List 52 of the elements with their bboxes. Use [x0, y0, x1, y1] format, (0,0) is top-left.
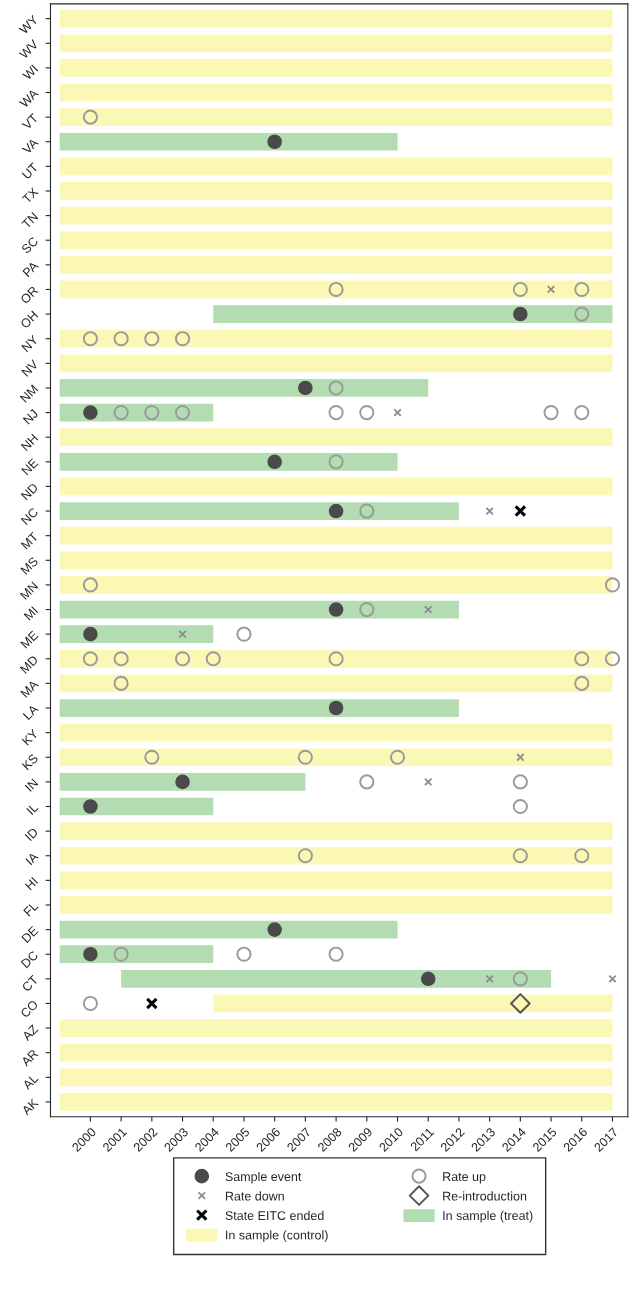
y-tick-label: KS	[21, 753, 39, 771]
y-tick-label: CT	[21, 974, 39, 993]
y-tick-label: OR	[19, 285, 39, 305]
y-tick-label: IA	[25, 851, 39, 866]
y-tick-label: WV	[18, 39, 39, 60]
y-tick-label: HI	[24, 876, 39, 891]
y-tick-label: WY	[18, 14, 39, 35]
y-tick-label: NY	[21, 334, 39, 353]
legend-label: In sample (treat)	[443, 1210, 533, 1223]
y-tick-label: NV	[21, 359, 39, 377]
y-tick-label: MA	[20, 679, 39, 698]
y-tick-label: MN	[19, 581, 39, 600]
y-tick-label: AR	[20, 1048, 39, 1067]
y-tick-label: MT	[20, 531, 39, 550]
y-tick-label: AL	[22, 1073, 39, 1090]
y-tick-label: DE	[21, 925, 39, 944]
legend-label: State EITC ended	[225, 1210, 324, 1221]
legend-label: Rate up	[443, 1172, 486, 1184]
y-tick-label: NE	[21, 457, 39, 476]
y-tick-label: AZ	[21, 1024, 39, 1042]
y-tick-label: FL	[23, 901, 39, 917]
y-tick-label: NJ	[22, 409, 39, 425]
y-tick-label: IN	[24, 778, 39, 792]
y-tick-label: OH	[19, 310, 39, 329]
legend-label: Rate down	[225, 1191, 284, 1201]
y-tick-label: NC	[20, 507, 39, 526]
y-tick-label: WA	[18, 88, 39, 109]
y-tick-label: KY	[21, 728, 39, 746]
y-tick-label: WI	[22, 64, 39, 81]
y-tick-label: CO	[19, 999, 39, 1019]
y-tick-label: MS	[20, 556, 39, 575]
legend-label: Sample event	[225, 1171, 302, 1184]
y-tick-label: AK	[21, 1097, 39, 1116]
y-tick-label: PA	[22, 260, 39, 278]
y-tick-label: DC	[20, 950, 39, 969]
y-tick-label: NM	[19, 384, 39, 403]
y-tick-label: ID	[24, 827, 39, 842]
y-tick-label: ND	[20, 482, 39, 501]
y-tick-label: TX	[21, 186, 39, 204]
legend-label: Re-introduction	[443, 1191, 527, 1201]
y-tick-label: MD	[19, 654, 39, 674]
y-tick-label: NH	[20, 433, 39, 452]
y-tick-label: SC	[20, 236, 39, 255]
y-tick-label: MI	[23, 606, 39, 621]
y-tick-label: VA	[21, 137, 39, 155]
legend-label: In sample (control)	[226, 1230, 328, 1242]
y-tick-label: LA	[22, 703, 39, 720]
y-tick-label: IL	[26, 802, 39, 815]
y-tick-label: VT	[21, 113, 39, 131]
y-tick-label: TN	[21, 212, 39, 230]
y-tick-label: ME	[20, 630, 39, 649]
y-tick-label: UT	[21, 162, 39, 180]
